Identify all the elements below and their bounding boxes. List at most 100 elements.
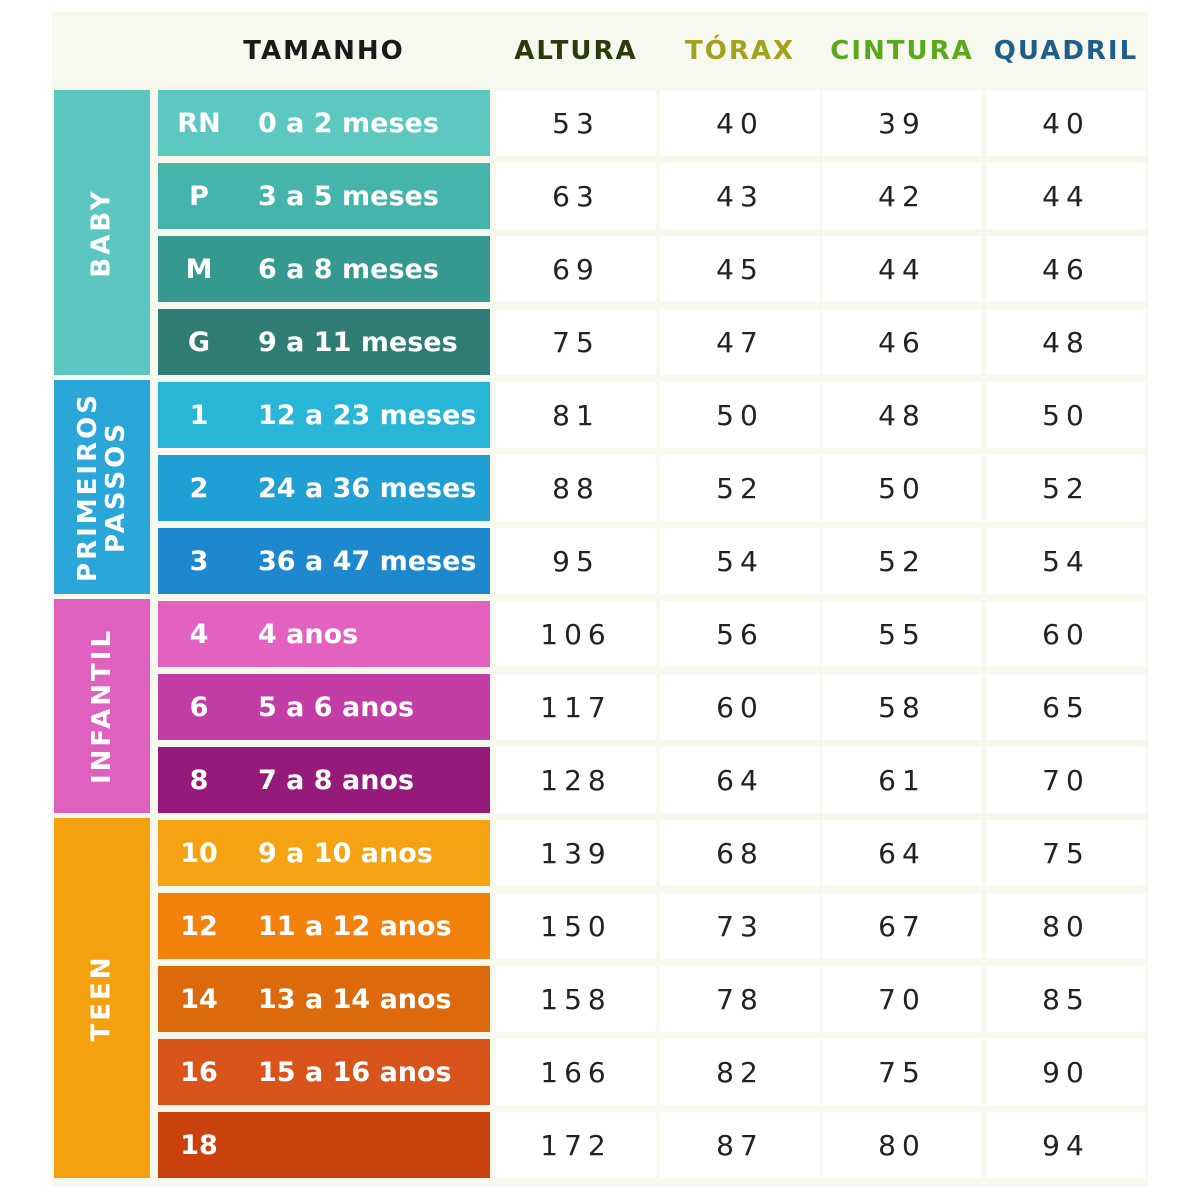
- cell-altura: 63: [496, 163, 656, 229]
- size-label-1: 1 12 a 23 meses: [158, 382, 490, 448]
- age-range: 3 a 5 meses: [258, 180, 439, 212]
- age-range: 13 a 14 anos: [258, 983, 452, 1015]
- cell-cintura: 44: [822, 236, 982, 302]
- cell-torax: 78: [660, 966, 820, 1032]
- size-code: 12: [180, 910, 218, 942]
- size-label-12: 12 11 a 12 anos: [158, 893, 490, 959]
- cell-altura: 88: [496, 455, 656, 521]
- group-baby: BABY: [54, 90, 150, 375]
- size-code: 8: [189, 764, 209, 796]
- size-code: 1: [189, 399, 209, 431]
- group-primeiros-passos: PRIMEIROS PASSOS: [54, 380, 150, 594]
- cell-torax: 45: [660, 236, 820, 302]
- cell-torax: 54: [660, 528, 820, 594]
- cell-altura: 95: [496, 528, 656, 594]
- cell-altura: 81: [496, 382, 656, 448]
- group-label: TEEN: [87, 954, 117, 1042]
- group-teen: TEEN: [54, 818, 150, 1178]
- header-chest: TÓRAX: [684, 36, 796, 66]
- size-label-rn: RN 0 a 2 meses: [158, 90, 490, 156]
- size-code: 2: [189, 472, 209, 504]
- size-label-18: 18: [158, 1112, 490, 1178]
- cell-cintura: 75: [822, 1039, 982, 1105]
- cell-torax: 52: [660, 455, 820, 521]
- cell-quadril: 50: [986, 382, 1146, 448]
- size-code: P: [189, 180, 209, 212]
- age-range: 24 a 36 meses: [258, 472, 477, 504]
- age-range: 6 a 8 meses: [258, 253, 439, 285]
- cell-cintura: 39: [822, 90, 982, 156]
- cell-cintura: 55: [822, 601, 982, 667]
- cell-quadril: 60: [986, 601, 1146, 667]
- cell-cintura: 67: [822, 893, 982, 959]
- size-label-6: 6 5 a 6 anos: [158, 674, 490, 740]
- cell-torax: 43: [660, 163, 820, 229]
- age-range: 12 a 23 meses: [258, 399, 477, 431]
- cell-altura: 158: [496, 966, 656, 1032]
- header-height: ALTURA: [514, 36, 638, 66]
- cell-torax: 47: [660, 309, 820, 375]
- size-code: 4: [189, 618, 209, 650]
- age-range: 9 a 10 anos: [258, 837, 433, 869]
- group-label: INFANTIL: [87, 627, 118, 785]
- size-code: 3: [189, 545, 209, 577]
- size-code: 10: [180, 837, 218, 869]
- cell-quadril: 85: [986, 966, 1146, 1032]
- cell-cintura: 58: [822, 674, 982, 740]
- size-label-16: 16 15 a 16 anos: [158, 1039, 490, 1105]
- cell-torax: 56: [660, 601, 820, 667]
- cell-cintura: 64: [822, 820, 982, 886]
- cell-torax: 68: [660, 820, 820, 886]
- cell-cintura: 48: [822, 382, 982, 448]
- cell-altura: 53: [496, 90, 656, 156]
- size-code: RN: [177, 107, 221, 139]
- cell-quadril: 75: [986, 820, 1146, 886]
- header-hip: QUADRIL: [993, 36, 1139, 66]
- age-range: 15 a 16 anos: [258, 1056, 452, 1088]
- cell-cintura: 42: [822, 163, 982, 229]
- cell-altura: 139: [496, 820, 656, 886]
- cell-torax: 73: [660, 893, 820, 959]
- size-label-p: P 3 a 5 meses: [158, 163, 490, 229]
- cell-cintura: 80: [822, 1112, 982, 1178]
- cell-cintura: 70: [822, 966, 982, 1032]
- size-label-10: 10 9 a 10 anos: [158, 820, 490, 886]
- size-label-g: G 9 a 11 meses: [158, 309, 490, 375]
- header-waist: CINTURA: [830, 36, 974, 66]
- size-code: 6: [189, 691, 209, 723]
- age-range: 11 a 12 anos: [258, 910, 452, 942]
- cell-altura: 166: [496, 1039, 656, 1105]
- cell-torax: 64: [660, 747, 820, 813]
- size-label-8: 8 7 a 8 anos: [158, 747, 490, 813]
- cell-torax: 50: [660, 382, 820, 448]
- size-label-2: 2 24 a 36 meses: [158, 455, 490, 521]
- cell-quadril: 65: [986, 674, 1146, 740]
- age-range: 36 a 47 meses: [258, 545, 477, 577]
- cell-cintura: 61: [822, 747, 982, 813]
- age-range: 7 a 8 anos: [258, 764, 415, 796]
- cell-quadril: 70: [986, 747, 1146, 813]
- cell-quadril: 40: [986, 90, 1146, 156]
- size-code: 18: [180, 1129, 218, 1161]
- group-infantil: INFANTIL: [54, 599, 150, 813]
- cell-quadril: 94: [986, 1112, 1146, 1178]
- cell-quadril: 48: [986, 309, 1146, 375]
- cell-altura: 75: [496, 309, 656, 375]
- group-label: PRIMEIROS PASSOS: [73, 392, 131, 582]
- age-range: 5 a 6 anos: [258, 691, 415, 723]
- size-code: G: [187, 326, 211, 358]
- size-code: M: [185, 253, 213, 285]
- cell-quadril: 90: [986, 1039, 1146, 1105]
- cell-quadril: 52: [986, 455, 1146, 521]
- age-range: 4 anos: [258, 618, 359, 650]
- age-range: 9 a 11 meses: [258, 326, 458, 358]
- cell-quadril: 80: [986, 893, 1146, 959]
- size-label-3: 3 36 a 47 meses: [158, 528, 490, 594]
- size-label-m: M 6 a 8 meses: [158, 236, 490, 302]
- size-code: 16: [180, 1056, 218, 1088]
- cell-torax: 40: [660, 90, 820, 156]
- cell-quadril: 54: [986, 528, 1146, 594]
- cell-altura: 69: [496, 236, 656, 302]
- cell-altura: 106: [496, 601, 656, 667]
- cell-cintura: 46: [822, 309, 982, 375]
